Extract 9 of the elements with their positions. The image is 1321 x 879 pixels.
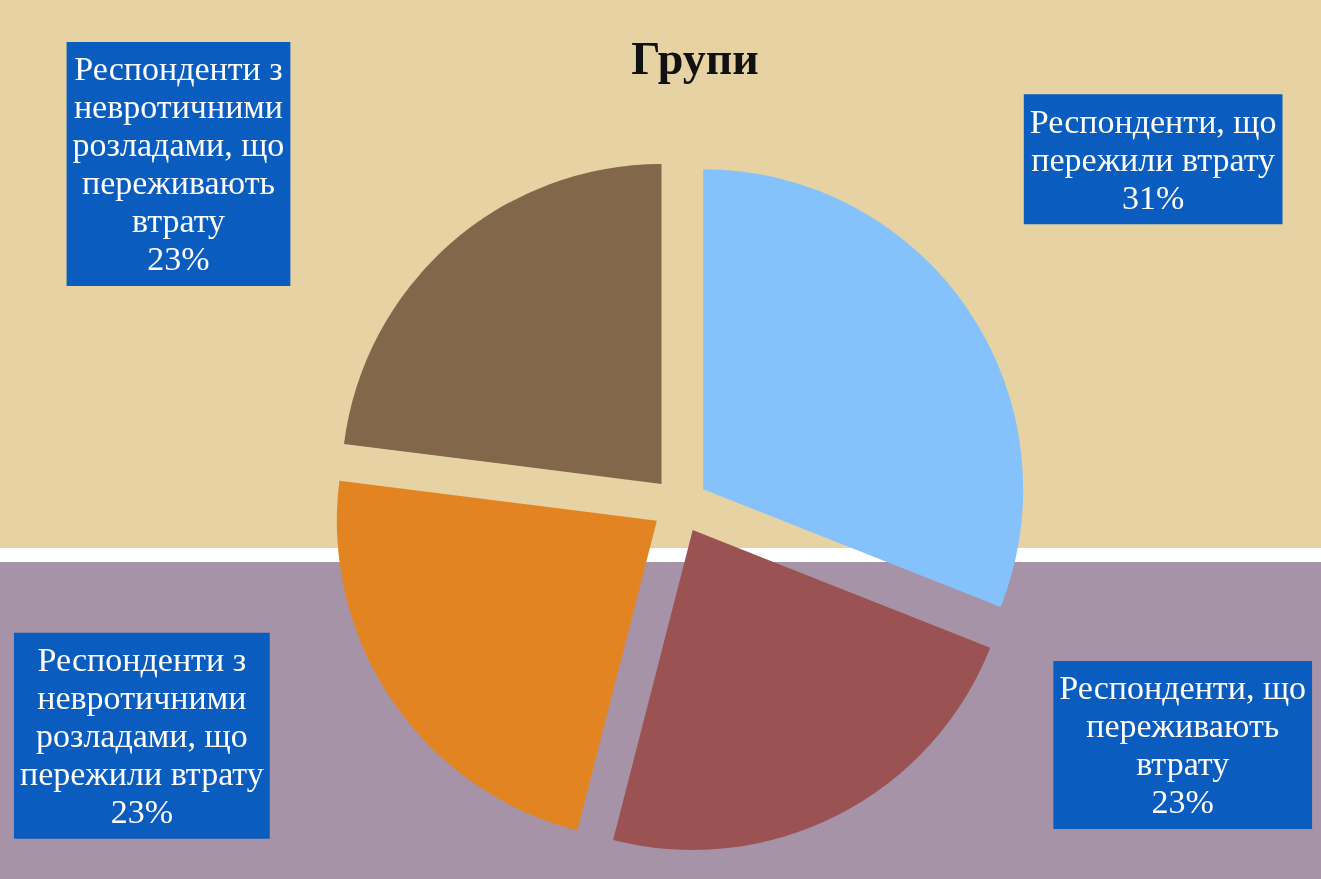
slice-label: Респонденти з невротичними розладами, що пережили втрату: [19, 641, 264, 793]
slice-label: Респонденти з невротичними розладами, що переживають втрату: [72, 50, 285, 240]
data-label: 23%: [110, 793, 174, 831]
data-label: 31%: [1121, 178, 1185, 216]
chart-title: Групи: [631, 32, 759, 84]
slice-label: Респонденти, що переживають втрату: [1059, 669, 1307, 783]
data-label: 23%: [147, 240, 210, 278]
slice-label: Респонденти, що пережили втрату: [1029, 102, 1277, 178]
data-label: 23%: [1151, 783, 1214, 821]
